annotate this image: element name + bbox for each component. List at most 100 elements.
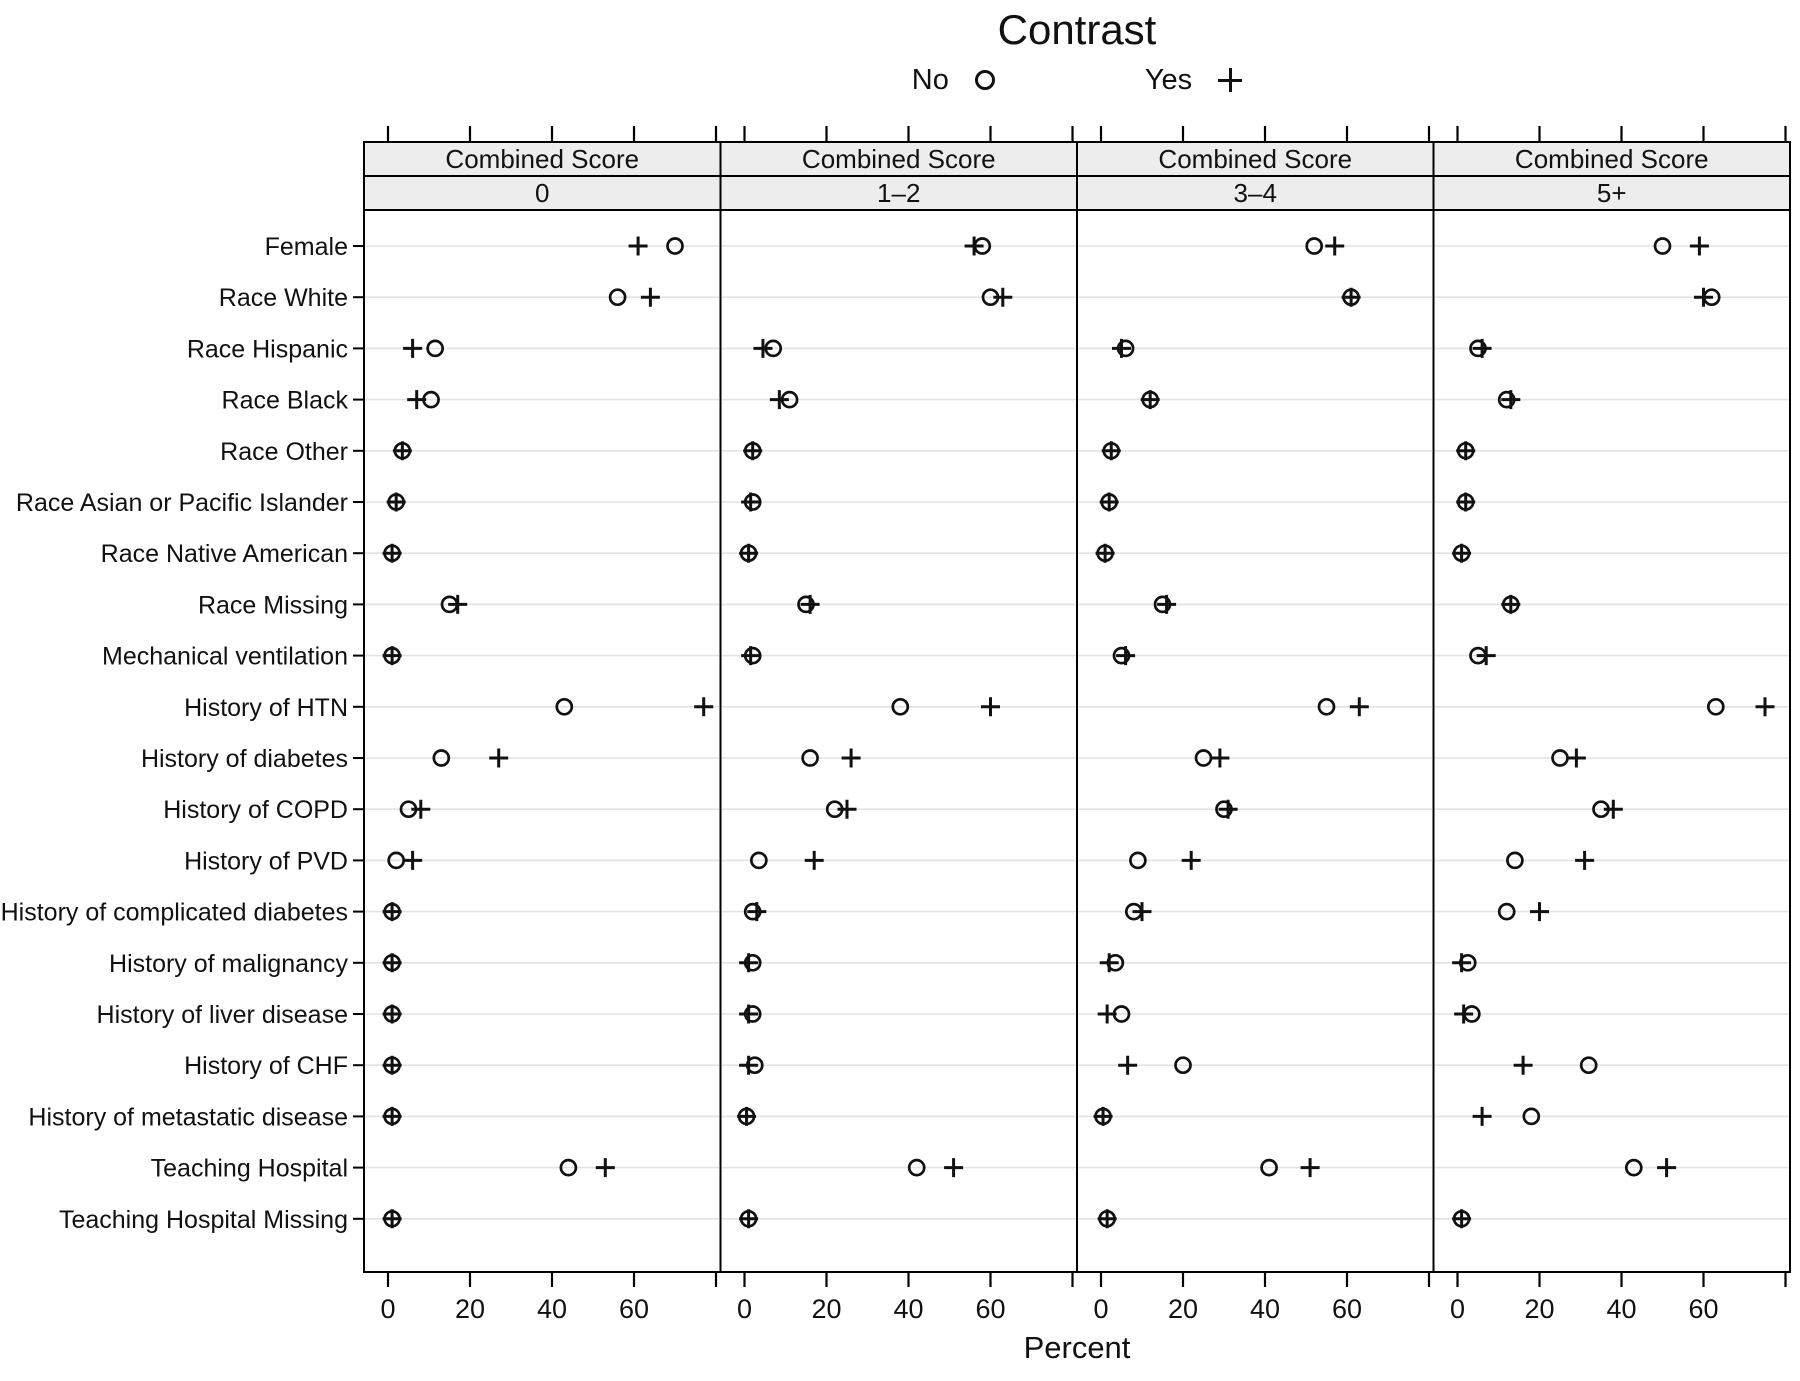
- y-axis-label: Race Asian or Pacific Islander: [16, 489, 348, 517]
- data-point-yes-plus: [1694, 287, 1713, 307]
- data-point-yes-plus: [944, 1158, 964, 1178]
- x-axis-tick-label: 60: [619, 1294, 649, 1324]
- data-point-yes-plus: [382, 902, 402, 922]
- data-point-yes-plus: [741, 646, 761, 666]
- data-point-yes-plus: [1101, 441, 1121, 461]
- strip-level-label: 1–2: [877, 178, 920, 208]
- data-point-yes-plus: [1566, 748, 1586, 768]
- strip-title: Combined Score: [1158, 144, 1352, 174]
- strip-level-label: 3–4: [1234, 178, 1277, 208]
- data-point-yes-plus: [392, 441, 412, 461]
- data-point-yes-plus: [407, 390, 427, 410]
- data-point-no-circle: [1579, 1056, 1598, 1075]
- y-axis-label: History of metastatic disease: [28, 1103, 348, 1131]
- data-point-yes-plus: [1116, 646, 1136, 666]
- data-point-yes-plus: [382, 543, 402, 563]
- x-axis-tick-label: 0: [1450, 1294, 1465, 1324]
- chart-title: Contrast: [997, 6, 1157, 53]
- data-point-yes-plus: [1452, 543, 1472, 563]
- data-point-no-circle: [891, 697, 910, 716]
- data-point-yes-plus: [1456, 441, 1476, 461]
- data-point-yes-plus: [1099, 953, 1119, 973]
- x-axis-tick-label: 60: [1332, 1294, 1362, 1324]
- data-point-yes-plus: [382, 1004, 402, 1024]
- data-point-yes-plus: [1349, 697, 1369, 717]
- legend-label-yes: Yes: [1144, 63, 1193, 96]
- x-axis-tick-label: 0: [1093, 1294, 1108, 1324]
- data-point-no-circle: [432, 749, 451, 767]
- data-point-yes-plus: [1341, 287, 1361, 307]
- data-point-yes-plus: [382, 1209, 402, 1229]
- data-point-yes-plus: [739, 1004, 759, 1024]
- y-axis-label: History of CHF: [184, 1052, 348, 1080]
- data-point-yes-plus: [411, 799, 431, 819]
- legend: No Yes: [364, 62, 1790, 98]
- y-axis-label: Race Hispanic: [187, 335, 348, 363]
- y-axis-label: Race Black: [222, 387, 349, 415]
- x-axis-tick-label: 20: [811, 1294, 841, 1324]
- data-point-yes-plus: [628, 236, 648, 256]
- data-point-yes-plus: [403, 338, 423, 358]
- y-axis-label: History of COPD: [163, 796, 348, 824]
- data-point-yes-plus: [737, 1106, 757, 1126]
- data-point-yes-plus: [1118, 1055, 1138, 1075]
- x-axis-tick-label: 20: [455, 1294, 485, 1324]
- data-point-yes-plus: [1530, 902, 1549, 922]
- y-axis-label: History of malignancy: [109, 950, 348, 978]
- strip-level: [719, 175, 1078, 211]
- data-point-yes-plus: [1513, 1055, 1533, 1075]
- data-point-no-circle: [749, 851, 768, 870]
- legend-no-circle-icon: [974, 70, 995, 90]
- data-point-yes-plus: [640, 287, 660, 307]
- strip-title: Combined Score: [445, 144, 639, 174]
- data-point-yes-plus: [739, 1209, 759, 1229]
- data-point-yes-plus: [382, 646, 402, 666]
- data-point-yes-plus: [837, 799, 857, 819]
- y-axis-label: Teaching Hospital Missing: [59, 1206, 348, 1234]
- y-axis-label: History of PVD: [184, 847, 348, 875]
- data-point-no-circle: [1317, 697, 1336, 716]
- x-axis-tick-label: 40: [1606, 1294, 1636, 1324]
- data-point-yes-plus: [1476, 646, 1496, 666]
- data-point-yes-plus: [741, 492, 761, 512]
- x-axis-tick-label: 40: [537, 1294, 567, 1324]
- data-point-yes-plus: [739, 543, 759, 563]
- x-axis-tick-label: 0: [380, 1294, 395, 1324]
- panel: [1076, 209, 1435, 1273]
- data-point-yes-plus: [382, 953, 402, 973]
- y-axis-label: Race Other: [220, 438, 348, 466]
- data-point-no-circle: [907, 1158, 926, 1177]
- data-point-no-circle: [1624, 1158, 1643, 1177]
- data-point-yes-plus: [1095, 543, 1115, 563]
- data-point-yes-plus: [1099, 492, 1119, 512]
- data-point-yes-plus: [694, 697, 714, 717]
- data-point-yes-plus: [804, 850, 824, 870]
- data-point-yes-plus: [448, 594, 468, 614]
- data-point-no-circle: [608, 288, 627, 307]
- x-axis-tick-label: 60: [1688, 1294, 1718, 1324]
- data-point-yes-plus: [1452, 953, 1472, 973]
- strip-level-label: 0: [535, 178, 549, 208]
- data-point-yes-plus: [1501, 390, 1521, 410]
- data-point-yes-plus: [1112, 338, 1131, 358]
- strip-header: [363, 141, 722, 177]
- x-axis-tick-label: 20: [1168, 1294, 1198, 1324]
- data-point-no-circle: [801, 749, 819, 767]
- x-axis-tick-label: 40: [1250, 1294, 1280, 1324]
- data-point-yes-plus: [489, 748, 509, 768]
- strip-title: Combined Score: [1515, 144, 1709, 174]
- y-axis-label: History of liver disease: [97, 1001, 348, 1029]
- data-point-yes-plus: [1454, 1004, 1474, 1024]
- strip-title: Combined Score: [802, 144, 996, 174]
- data-point-yes-plus: [1093, 1106, 1113, 1126]
- data-point-no-circle: [426, 339, 444, 358]
- data-point-yes-plus: [800, 594, 820, 614]
- data-point-yes-plus: [747, 902, 767, 922]
- data-point-yes-plus: [739, 1055, 759, 1075]
- legend-item-yes: Yes: [1144, 63, 1243, 97]
- data-point-no-circle: [1260, 1158, 1278, 1177]
- y-axis-label: Race Missing: [198, 591, 348, 619]
- data-point-yes-plus: [964, 236, 984, 256]
- data-point-yes-plus: [1181, 850, 1201, 870]
